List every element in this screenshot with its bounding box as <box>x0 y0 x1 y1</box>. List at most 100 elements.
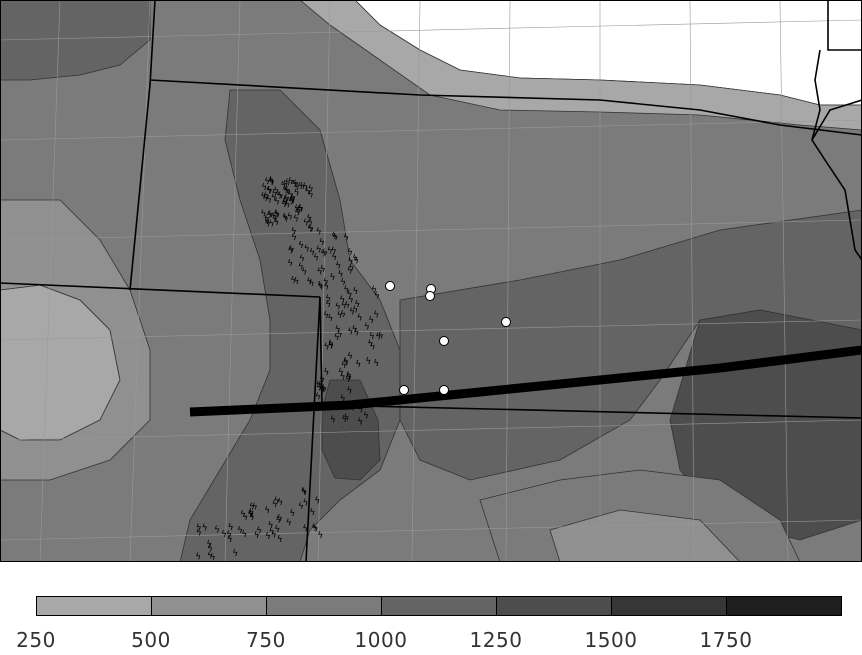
lightning-strike-icon: ϟ <box>272 215 278 225</box>
lightning-strike-icon: ϟ <box>285 186 291 196</box>
lightning-strike-icon: ϟ <box>352 254 358 264</box>
lightning-strike-icon: ϟ <box>347 387 353 397</box>
lightning-strike-icon: ϟ <box>353 256 359 266</box>
lightning-strike-icon: ϟ <box>304 245 310 255</box>
lightning-strike-icon: ϟ <box>268 176 274 186</box>
station-marker <box>385 281 395 291</box>
lightning-strike-icon: ϟ <box>323 368 329 378</box>
lightning-strike-icon: ϟ <box>282 186 288 196</box>
lightning-strike-icon: ϟ <box>306 278 312 288</box>
lightning-strike-icon: ϟ <box>260 209 266 219</box>
lightning-strike-icon: ϟ <box>274 198 280 208</box>
lightning-strike-icon: ϟ <box>317 267 323 277</box>
colorbar <box>36 596 842 616</box>
lightning-strike-icon: ϟ <box>368 316 374 326</box>
lightning-strike-icon: ϟ <box>309 279 315 289</box>
colorbar-tick-label: 1750 <box>699 628 753 652</box>
lightning-strike-icon: ϟ <box>319 383 325 393</box>
lightning-strike-icon: ϟ <box>272 189 278 199</box>
lightning-strike-icon: ϟ <box>285 178 291 188</box>
lightning-strike-icon: ϟ <box>352 325 358 335</box>
lightning-strike-icon: ϟ <box>348 296 354 306</box>
station-marker <box>425 291 435 301</box>
lightning-strike-icon: ϟ <box>370 343 376 353</box>
lightning-strike-icon: ϟ <box>337 402 343 412</box>
colorbar-tick-label: 1500 <box>584 628 638 652</box>
lightning-strike-icon: ϟ <box>288 246 294 256</box>
lightning-strike-icon: ϟ <box>299 255 305 265</box>
lightning-strike-icon: ϟ <box>268 210 274 220</box>
lightning-strike-icon: ϟ <box>295 207 301 217</box>
lightning-strike-icon: ϟ <box>352 287 358 297</box>
lightning-strike-icon: ϟ <box>293 214 299 224</box>
lightning-strike-icon: ϟ <box>303 498 309 508</box>
lightning-strike-icon: ϟ <box>206 540 212 550</box>
lightning-strike-icon: ϟ <box>291 227 297 237</box>
lightning-strike-icon: ϟ <box>221 530 227 540</box>
lightning-strike-icon: ϟ <box>289 195 295 205</box>
station-marker <box>501 317 511 327</box>
colorbar-tick-label: 500 <box>131 628 171 652</box>
lightning-strike-icon: ϟ <box>241 530 247 540</box>
lightning-strike-icon: ϟ <box>347 352 353 362</box>
lightning-strike-icon: ϟ <box>347 327 353 337</box>
lightning-strike-icon: ϟ <box>286 518 292 528</box>
lightning-strike-icon: ϟ <box>331 232 337 242</box>
lightning-strike-icon: ϟ <box>316 380 322 390</box>
lightning-strike-icon: ϟ <box>347 248 353 258</box>
lightning-strike-icon: ϟ <box>346 371 352 381</box>
lightning-strike-icon: ϟ <box>320 386 326 396</box>
lightning-strike-icon: ϟ <box>334 333 340 343</box>
lightning-strike-icon: ϟ <box>365 357 371 367</box>
lightning-strike-icon: ϟ <box>346 373 352 383</box>
lightning-strike-icon: ϟ <box>276 192 282 202</box>
lightning-strike-icon: ϟ <box>290 194 296 204</box>
lightning-strike-icon: ϟ <box>331 253 337 263</box>
lightning-strike-icon: ϟ <box>301 487 307 497</box>
lightning-strike-icon: ϟ <box>340 395 346 405</box>
lightning-strike-icon: ϟ <box>301 267 307 277</box>
lightning-strike-icon: ϟ <box>207 545 213 555</box>
lightning-strike-icon: ϟ <box>305 188 311 198</box>
lightning-strike-icon: ϟ <box>373 359 379 369</box>
lightning-strike-icon: ϟ <box>328 341 334 351</box>
lightning-strike-icon: ϟ <box>320 250 326 260</box>
lightning-strike-icon: ϟ <box>371 285 377 295</box>
lightning-strike-icon: ϟ <box>267 186 273 196</box>
lightning-strike-icon: ϟ <box>247 510 253 520</box>
lightning-strike-icon: ϟ <box>277 514 283 524</box>
lightning-strike-icon: ϟ <box>308 225 314 235</box>
lightning-strike-icon: ϟ <box>248 510 254 520</box>
lightning-strike-icon: ϟ <box>323 277 329 287</box>
lightning-strike-icon: ϟ <box>254 531 260 541</box>
lightning-strike-icon: ϟ <box>287 259 293 269</box>
lightning-strike-icon: ϟ <box>196 524 202 534</box>
front-line <box>189 345 862 417</box>
lightning-strike-icon: ϟ <box>293 179 299 189</box>
lightning-strike-icon: ϟ <box>232 549 238 559</box>
lightning-strike-icon: ϟ <box>319 238 325 248</box>
lightning-strike-icon: ϟ <box>266 211 272 221</box>
lightning-strike-icon: ϟ <box>347 290 353 300</box>
lightning-strike-icon: ϟ <box>374 291 380 301</box>
lightning-strike-icon: ϟ <box>340 310 346 320</box>
lightning-strike-icon: ϟ <box>331 247 337 257</box>
lightning-strike-icon: ϟ <box>252 503 258 513</box>
lightning-strike-icon: ϟ <box>237 526 243 536</box>
lightning-strike-icon: ϟ <box>265 532 271 542</box>
lightning-strike-icon: ϟ <box>242 513 248 523</box>
lightning-strike-icon: ϟ <box>281 200 287 210</box>
lightning-strike-icon: ϟ <box>330 415 336 425</box>
lightning-strike-icon: ϟ <box>214 526 220 536</box>
lightning-strike-icon: ϟ <box>283 180 289 190</box>
colorbar-segment <box>727 597 841 615</box>
lightning-strike-icon: ϟ <box>278 191 284 201</box>
lightning-strike-icon: ϟ <box>289 245 295 255</box>
lightning-strike-icon: ϟ <box>320 265 326 275</box>
lightning-strike-icon: ϟ <box>364 322 370 332</box>
lightning-strike-icon: ϟ <box>313 254 319 264</box>
lightning-strike-icon: ϟ <box>210 553 216 562</box>
lightning-strike-icon: ϟ <box>309 248 315 258</box>
colorbar-tick-label: 250 <box>16 628 56 652</box>
colorbar-tick-label: 750 <box>246 628 286 652</box>
